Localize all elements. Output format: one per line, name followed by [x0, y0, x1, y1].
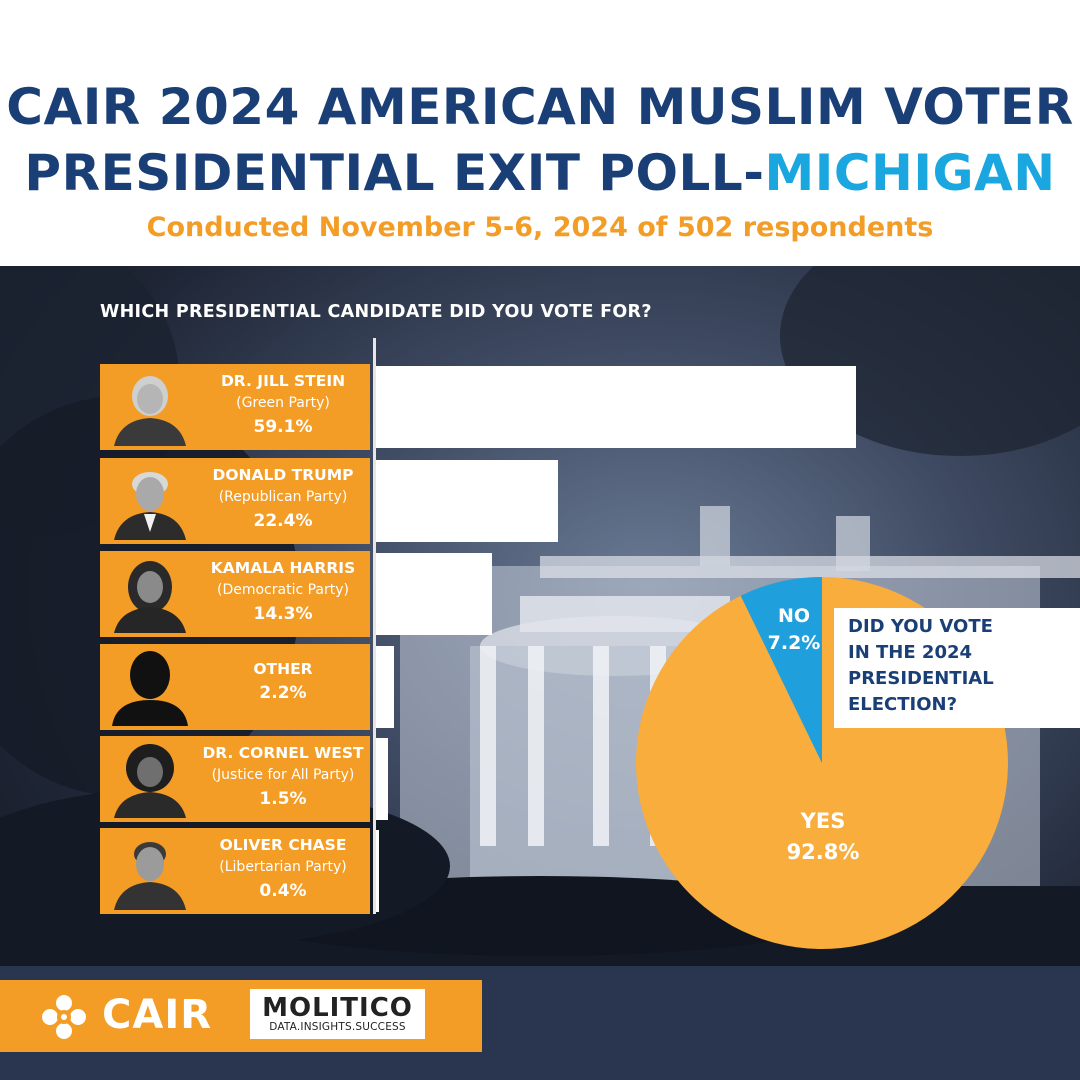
molitico-tagline: DATA.INSIGHTS.SUCCESS — [269, 1021, 406, 1033]
candidate-party: (Democratic Party) — [216, 582, 349, 598]
west-portrait-icon — [110, 740, 188, 818]
title-state-accent: MICHIGAN — [764, 144, 1056, 202]
candidate-percent: 59.1% — [253, 417, 313, 437]
candidate-percent: 0.4% — [259, 881, 307, 901]
candidate-card-other: OTHER 2.2% — [100, 644, 370, 730]
candidate-card-chase: OLIVER CHASE (Libertarian Party) 0.4% — [100, 828, 370, 914]
stein-portrait-icon — [110, 368, 188, 446]
candidate-percent: 22.4% — [253, 511, 313, 531]
bar-trump — [376, 460, 558, 542]
candidate-name: OLIVER CHASE — [219, 836, 347, 854]
header: CAIR 2024 AMERICAN MUSLIM VOTER PRESIDEN… — [0, 0, 1080, 266]
pie-title-line: PRESIDENTIAL — [848, 668, 994, 689]
title-line-2-prefix: PRESIDENTIAL EXIT POLL- — [24, 144, 765, 202]
candidate-card-trump: DONALD TRUMP (Republican Party) 22.4% — [100, 458, 370, 544]
bar-stein — [376, 366, 856, 448]
candidate-party: (Republican Party) — [218, 489, 348, 505]
candidate-percent: 2.2% — [259, 683, 307, 703]
candidate-percent: 14.3% — [253, 604, 313, 624]
candidate-card-west: DR. CORNEL WEST (Justice for All Party) … — [100, 736, 370, 822]
pie-slice-no — [740, 577, 822, 763]
bar-harris — [376, 553, 493, 635]
chase-portrait-icon — [110, 832, 188, 910]
candidate-party: (Green Party) — [236, 395, 330, 411]
pie-title-line: ELECTION? — [848, 694, 958, 715]
subtitle: Conducted November 5-6, 2024 of 502 resp… — [146, 212, 934, 243]
candidate-card-harris: KAMALA HARRIS (Democratic Party) 14.3% — [100, 551, 370, 637]
title-line-2: PRESIDENTIAL EXIT POLL-MICHIGAN — [0, 148, 1080, 198]
pie-title-line: DID YOU VOTE — [848, 616, 993, 637]
person-silhouette-icon — [110, 648, 188, 726]
pie-label-yes-category: YES — [800, 809, 846, 833]
candidate-card-stein: DR. JILL STEIN (Green Party) 59.1% — [100, 364, 370, 450]
molitico-wordmark: MOLITICO — [262, 993, 413, 1023]
pie-label-no: NO 7.2% — [742, 603, 846, 657]
trump-portrait-icon — [110, 462, 188, 540]
pie-label-no-category: NO — [777, 605, 811, 627]
cair-wordmark: CAIR — [102, 992, 212, 1038]
bar-chart-title: WHICH PRESIDENTIAL CANDIDATE DID YOU VOT… — [100, 302, 652, 322]
pie-label-yes: YES 92.8% — [766, 806, 880, 868]
candidate-party: (Libertarian Party) — [219, 859, 347, 875]
candidate-party: (Justice for All Party) — [211, 767, 355, 783]
candidate-name: DR. CORNEL WEST — [202, 744, 364, 762]
candidate-percent: 1.5% — [259, 789, 307, 809]
pie-chart-title-box: DID YOU VOTE IN THE 2024 PRESIDENTIAL EL… — [834, 608, 1080, 728]
pie-title-line: IN THE 2024 — [848, 642, 973, 663]
pie-label-no-value: 7.2% — [767, 632, 821, 654]
molitico-logo: MOLITICO DATA.INSIGHTS.SUCCESS — [250, 989, 425, 1039]
candidate-name: DR. JILL STEIN — [220, 372, 346, 390]
bar-west — [376, 738, 389, 820]
title-line-1: CAIR 2024 AMERICAN MUSLIM VOTER — [6, 78, 1074, 136]
candidate-name: KAMALA HARRIS — [210, 559, 356, 577]
bar-other — [376, 646, 394, 728]
bar-chart-axis — [373, 338, 376, 914]
harris-portrait-icon — [110, 555, 188, 633]
bar-chase — [376, 830, 380, 912]
pie-chart-title: DID YOU VOTE IN THE 2024 PRESIDENTIAL EL… — [848, 614, 1028, 718]
candidate-name: OTHER — [253, 660, 313, 678]
candidate-name: DONALD TRUMP — [212, 466, 354, 484]
cair-flower-icon — [42, 995, 86, 1039]
pie-label-yes-value: 92.8% — [786, 840, 860, 864]
